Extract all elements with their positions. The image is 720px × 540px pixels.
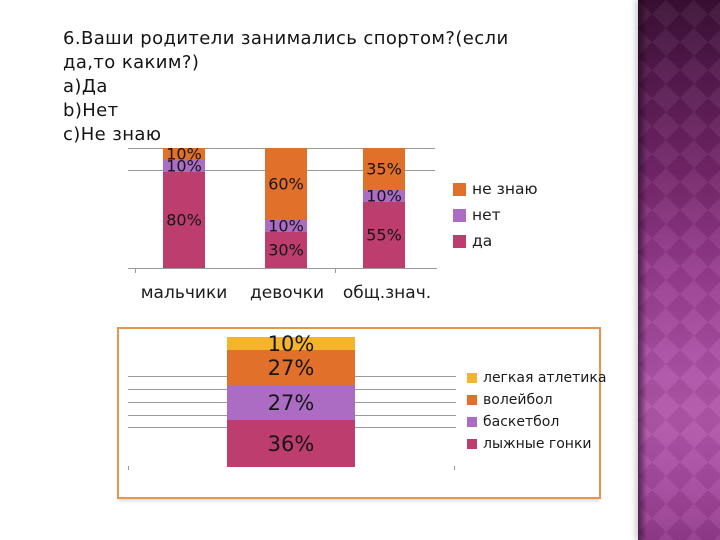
axis-tick [135, 269, 136, 273]
theme-gradient-band [638, 0, 720, 540]
legend-label: нет [472, 206, 501, 224]
bar-segment-нет [363, 190, 405, 202]
category-label-devochki: девочки [250, 283, 324, 303]
legend-label: да [472, 232, 493, 250]
bar-value-label: 55% [366, 225, 402, 245]
bar-segment-да [163, 172, 205, 268]
gridline [128, 148, 435, 149]
bar-segment-нет [265, 220, 307, 232]
bar-segment-не знаю [363, 148, 405, 190]
bar-segment-не знаю [163, 148, 205, 160]
legend-item-ne-znayu: не знаю [453, 180, 538, 198]
chart1-legend: не знаю нет да [453, 180, 538, 260]
bar-value-label: 80% [166, 210, 202, 230]
answer-option-b: b)Нет [63, 100, 119, 121]
bar-value-label: 10% [366, 186, 402, 206]
category-label-obshch-znach: общ.знач. [342, 283, 432, 303]
axis-tick [335, 269, 336, 273]
legend-swatch-ne-znayu [453, 182, 466, 196]
x-axis [128, 268, 437, 269]
bar-segment-нет [163, 160, 205, 172]
legend-swatch-da [453, 234, 466, 248]
bar-segment-не знаю [265, 148, 307, 220]
legend-swatch-net [453, 208, 466, 222]
bar-value-label: 10% [166, 156, 202, 176]
gridline [128, 170, 435, 171]
category-label-malchiki: мальчики [140, 283, 228, 303]
bar-value-label: 10% [268, 216, 304, 236]
question-line: 6.Ваши родители занимались спортом?(если [63, 28, 509, 49]
answer-option-c: c)Не знаю [63, 124, 162, 145]
bar-value-label: 30% [268, 240, 304, 260]
bar-value-label: 10% [166, 144, 202, 164]
legend-item-net: нет [453, 206, 538, 224]
sport-types-panel [117, 327, 601, 499]
legend-item-da: да [453, 232, 538, 250]
bar-segment-да [265, 232, 307, 268]
bar-segment-да [363, 202, 405, 268]
bar-value-label: 35% [366, 159, 402, 179]
bar-value-label: 60% [268, 174, 304, 194]
legend-label: не знаю [472, 180, 538, 198]
question-text: 6.Ваши родители занимались спортом?(если… [63, 27, 623, 147]
answer-option-a: a)Да [63, 76, 108, 97]
question-line: да,то каким?) [63, 52, 200, 73]
